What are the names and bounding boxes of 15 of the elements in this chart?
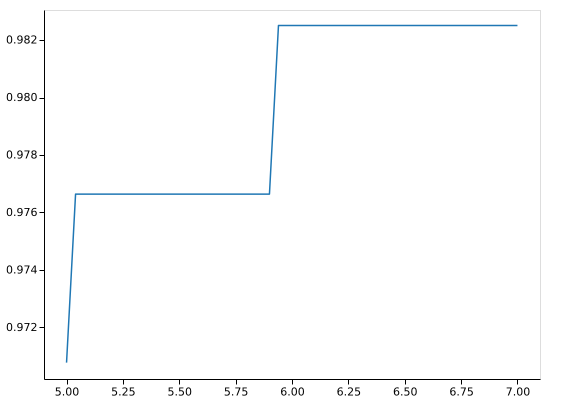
x-tick-label: 5.75 [224, 386, 248, 398]
y-tick-label: 0.976 [6, 206, 38, 219]
x-tick-label: 6.50 [392, 386, 418, 398]
y-tick-label: 0.978 [6, 148, 38, 162]
x-tick-label: 6.00 [280, 386, 305, 398]
x-tick-label: 6.25 [336, 386, 362, 398]
x-tick-label: 6.75 [449, 386, 474, 398]
y-tick-label: 0.982 [6, 34, 38, 47]
x-tick-label: 7.00 [506, 386, 530, 398]
x-tick-label: 5.00 [54, 386, 80, 398]
y-tick-label: 0.980 [6, 91, 38, 104]
x-tick-label: 5.25 [111, 386, 136, 398]
y-tick-label: 0.974 [6, 263, 38, 276]
x-tick-label: 5.50 [168, 386, 192, 398]
y-tick-label: 0.972 [6, 320, 38, 334]
